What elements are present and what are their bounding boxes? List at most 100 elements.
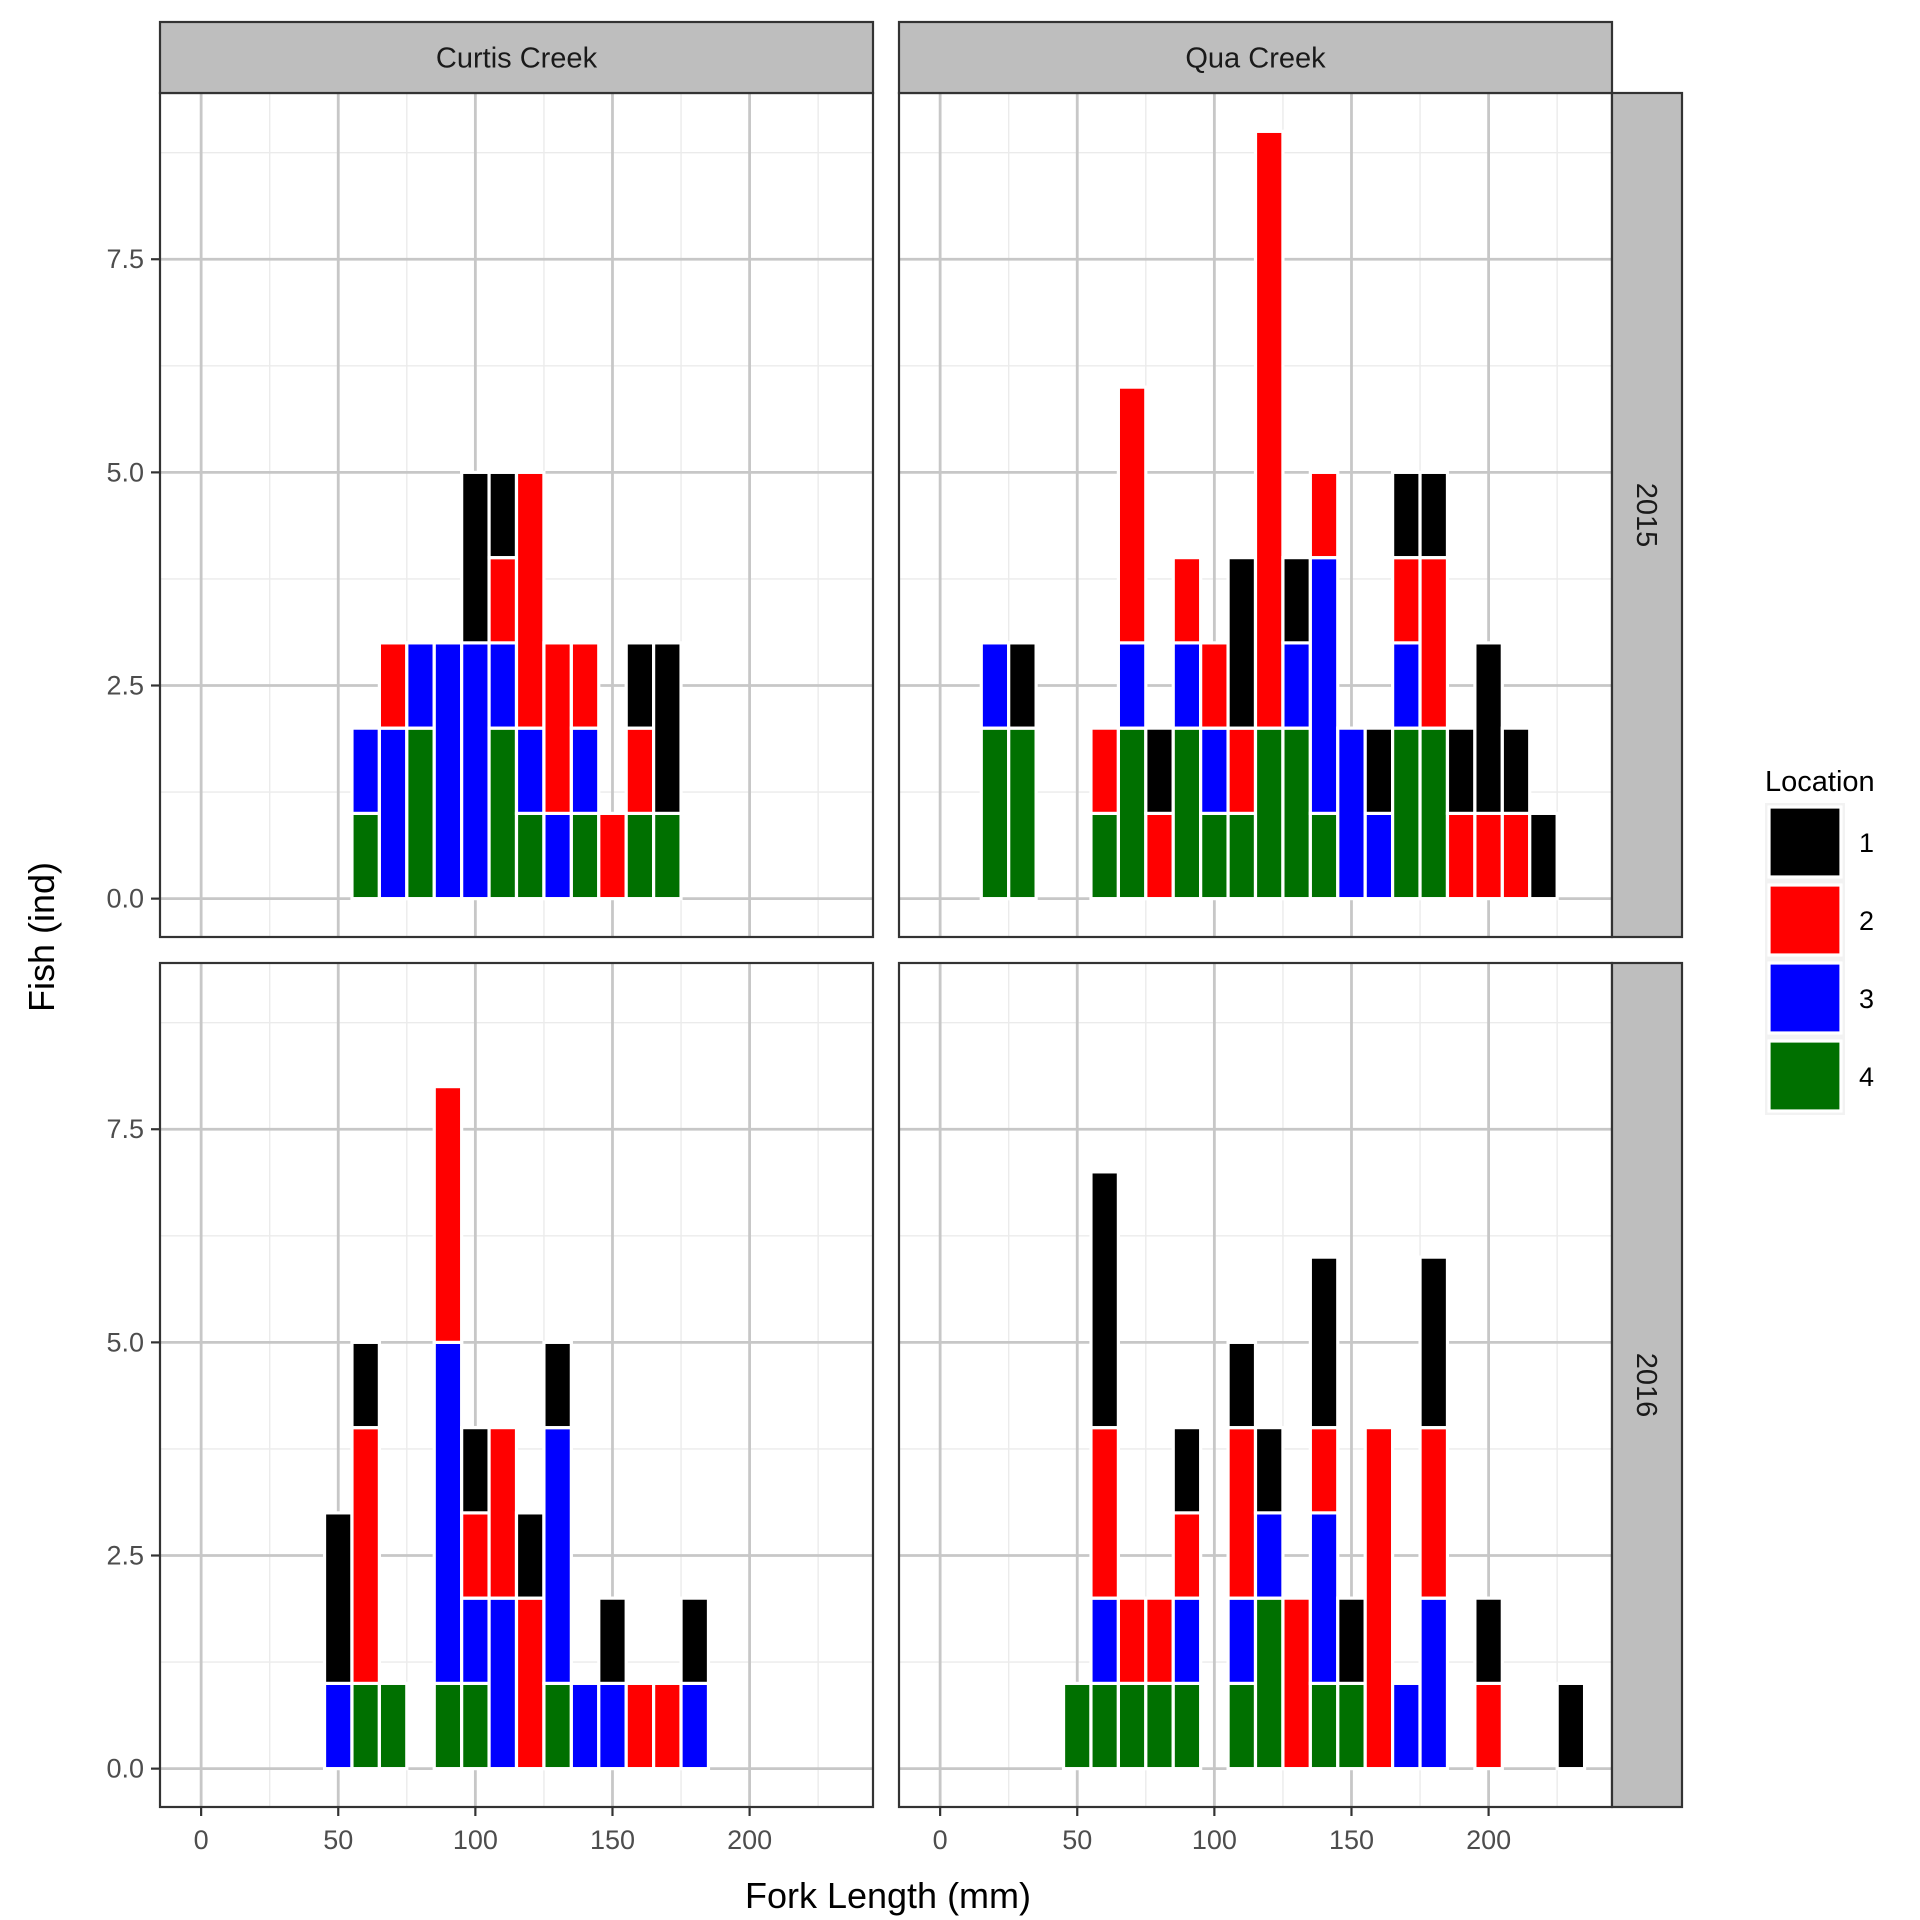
bar-segment-location-4: [377, 1681, 409, 1771]
bar-segment-location-3: [542, 811, 573, 901]
bar-segment-location-1: [1391, 470, 1422, 560]
y-tick-label: 5.0: [106, 1327, 144, 1357]
bar-segment-location-2: [1144, 811, 1175, 901]
bar-segment-location-4: [1253, 726, 1285, 901]
legend-key-2: [1767, 883, 1843, 957]
bar-segment-location-4: [350, 1681, 381, 1771]
bar-segment-location-2: [1253, 129, 1285, 730]
bar-segment-location-1: [460, 470, 491, 645]
bar-segment-location-1: [1473, 1596, 1504, 1685]
bar-segment-location-2: [432, 1085, 464, 1344]
legend-key-3: [1767, 961, 1843, 1035]
bar-segment-location-1: [542, 1340, 573, 1430]
x-tick-label: 150: [1329, 1825, 1374, 1855]
bar-segment-location-1: [624, 641, 656, 730]
bar-segment-location-2: [1445, 811, 1477, 901]
x-tick-label: 150: [590, 1825, 635, 1855]
facet-panels: Curtis Creek Qua Creek 2015 2016: [158, 20, 1684, 1809]
bar-segment-location-1: [350, 1340, 381, 1430]
bar-segment-location-2: [1171, 1511, 1203, 1600]
bar-segment-location-2: [1308, 1426, 1340, 1515]
bar-segment-location-4: [350, 811, 381, 901]
bar-segment-location-2: [1116, 1596, 1148, 1685]
axes: 0.0 2.5 5.0 7.5 0.0 2.5 5.0 7.5 0 50 100 150 200 0 50 1…: [106, 244, 1511, 1855]
bar-segment-location-3: [1363, 811, 1395, 901]
bar-segment-location-2: [1308, 470, 1340, 560]
bar-segment-location-1: [652, 641, 683, 815]
bar-segment-location-4: [460, 1681, 491, 1771]
bar-segment-location-3: [1281, 641, 1312, 730]
bar-segment-location-3: [1116, 641, 1148, 730]
bar-segment-location-3: [979, 641, 1011, 730]
bar-segment-location-1: [1144, 726, 1175, 815]
facet-panel: [897, 961, 1614, 1809]
bar-segment-location-1: [1171, 1426, 1203, 1515]
bar-segment-location-2: [1226, 726, 1258, 815]
bar-segment-location-3: [1336, 726, 1367, 901]
column-strip: Curtis Creek: [158, 20, 875, 95]
legend: Location 1 2 3 4: [1765, 766, 1875, 1115]
bar-segment-location-4: [1171, 726, 1203, 901]
bar-segment-location-3: [1253, 1511, 1285, 1600]
bar-segment-location-4: [1308, 1681, 1340, 1771]
bar-segment-location-4: [979, 726, 1011, 901]
bar-segment-location-2: [1089, 726, 1120, 815]
bar-segment-location-1: [514, 1511, 546, 1600]
bar-segment-location-4: [1391, 726, 1422, 901]
bar-segment-location-4: [1281, 726, 1312, 901]
bar-segment-location-1: [322, 1511, 354, 1685]
bar-segment-location-1: [1445, 726, 1477, 815]
bar-segment-location-1: [1226, 1340, 1258, 1430]
y-tick-label: 2.5: [106, 1541, 144, 1571]
y-tick-label: 2.5: [106, 671, 144, 701]
bar-segment-location-2: [460, 1511, 491, 1600]
column-strip-label: Curtis Creek: [436, 43, 598, 75]
bar-segment-location-3: [350, 726, 381, 815]
bar-segment-location-1: [1089, 1170, 1120, 1430]
x-tick-label: 50: [1062, 1825, 1092, 1855]
bar-segment-location-4: [1116, 726, 1148, 901]
panel-border: [158, 961, 875, 1809]
bar-segment-location-3: [1391, 1681, 1422, 1771]
x-axis-title: Fork Length (mm): [745, 1875, 1031, 1916]
bar-segment-location-3: [1391, 641, 1422, 730]
bar-segment-location-2: [1199, 641, 1230, 730]
bar-segment-location-2: [1089, 1426, 1120, 1600]
bar-segment-location-2: [1418, 1426, 1450, 1600]
bar-segment-location-4: [569, 811, 601, 901]
x-tick-label: 200: [1466, 1825, 1511, 1855]
bar-segment-location-3: [460, 641, 491, 901]
column-strip: Qua Creek: [897, 20, 1614, 95]
bar-segment-location-2: [1171, 556, 1203, 645]
bar-segment-location-2: [1473, 811, 1504, 901]
bar-segment-location-3: [460, 1596, 491, 1685]
bar-segment-location-2: [624, 726, 656, 815]
bar-segment-location-2: [1500, 811, 1532, 901]
bar-segment-location-3: [597, 1681, 628, 1771]
facet-panel: [158, 91, 875, 939]
x-tick-label: 50: [323, 1825, 353, 1855]
bar-segment-location-1: [1528, 811, 1559, 901]
bar-segment-location-3: [542, 1426, 573, 1685]
bar-segment-location-4: [487, 726, 519, 901]
x-tick-label: 100: [453, 1825, 498, 1855]
bar-segment-location-4: [652, 811, 683, 901]
bar-segment-location-2: [1226, 1426, 1258, 1600]
bar-segment-location-1: [1281, 556, 1312, 645]
row-strip-label: 2015: [1630, 483, 1662, 548]
bar-segment-location-3: [487, 641, 519, 730]
bar-segment-location-2: [569, 641, 601, 730]
bar-segment-location-4: [1226, 811, 1258, 901]
x-tick-label: 200: [727, 1825, 772, 1855]
bar-segment-location-3: [1308, 1511, 1340, 1685]
legend-label: 1: [1859, 828, 1874, 858]
y-tick-label: 7.5: [106, 1114, 144, 1144]
column-strip-label: Qua Creek: [1185, 43, 1326, 75]
bar-segment-location-2: [1473, 1681, 1504, 1771]
bar-segment-location-4: [514, 811, 546, 901]
bar-segment-location-2: [1144, 1596, 1175, 1685]
legend-label: 4: [1859, 1062, 1874, 1092]
bar-segment-location-3: [1171, 1596, 1203, 1685]
y-axis-title: Fish (ind): [21, 862, 62, 1012]
bar-segment-location-3: [1089, 1596, 1120, 1685]
